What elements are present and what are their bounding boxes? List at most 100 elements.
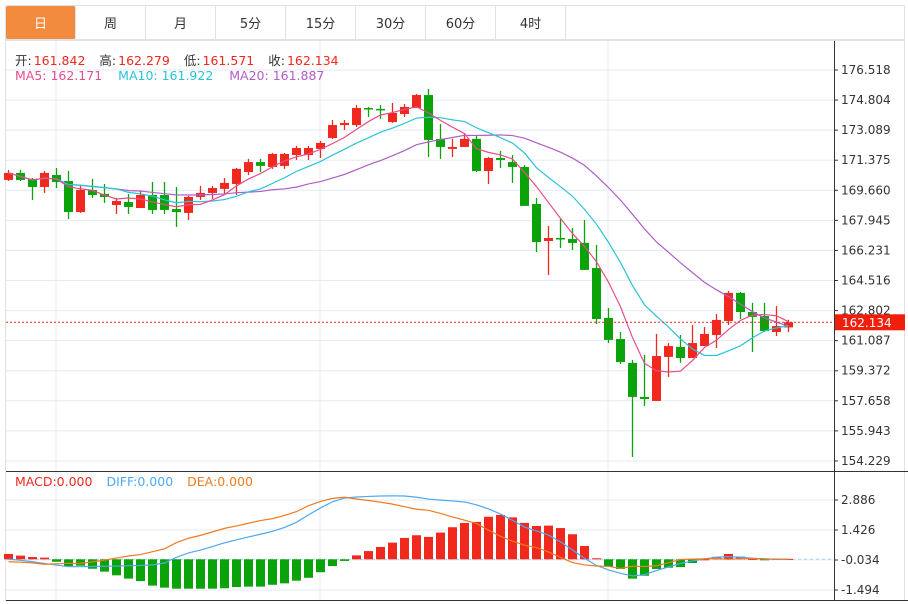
candle-body	[580, 242, 589, 270]
candle-body	[40, 172, 49, 187]
candle-body	[4, 172, 13, 180]
macd-bar	[280, 559, 289, 584]
candle-body	[592, 267, 601, 320]
macd-bar	[160, 559, 169, 588]
macd-bar	[208, 559, 217, 589]
candle-body	[508, 162, 517, 167]
candle-body	[520, 166, 529, 206]
tab-5[interactable]: 30分	[356, 6, 426, 39]
tab-4[interactable]: 15分	[286, 6, 356, 39]
macd-bar	[688, 559, 697, 563]
macd-bar	[580, 545, 589, 560]
candle-body	[724, 292, 733, 321]
candle-body	[688, 343, 697, 358]
macd-bar	[112, 559, 121, 576]
candle-body	[352, 108, 361, 126]
last-price-badge	[835, 314, 905, 331]
candle-body	[460, 138, 469, 147]
macd-bar	[772, 558, 781, 560]
macd-bar	[220, 559, 229, 589]
macd-bar	[604, 559, 613, 567]
candle-body	[16, 172, 25, 180]
tab-2[interactable]: 月	[146, 6, 216, 39]
ma-info: MA5: 162.171 MA10: 161.922 MA20: 161.887	[15, 68, 326, 83]
macd-bar	[100, 559, 109, 572]
price-tick-label: 162.802	[841, 304, 891, 318]
macd-bar	[304, 559, 313, 578]
macd-bar	[412, 535, 421, 560]
candle-body	[568, 239, 577, 243]
candle-body	[364, 108, 373, 110]
price-tick-label: 176.518	[841, 63, 891, 77]
macd-bar	[436, 532, 445, 560]
ma10-line	[8, 116, 789, 357]
macd-bar	[88, 559, 97, 569]
close-label: 收:	[268, 53, 285, 68]
candle-body	[412, 95, 421, 109]
candle-body	[340, 122, 349, 126]
macd-bar	[388, 542, 397, 560]
macd-bar	[76, 559, 85, 566]
macd-bar	[712, 556, 721, 560]
open-value: 161.842	[33, 53, 86, 68]
tab-1[interactable]: 周	[76, 6, 146, 39]
candle-body	[88, 189, 97, 196]
macd-bar	[628, 559, 637, 579]
price-tick-label: 169.660	[841, 183, 891, 197]
candle-body	[268, 153, 277, 167]
tab-0[interactable]: 日	[6, 6, 76, 39]
macd-bar	[232, 559, 241, 588]
macd-bar	[484, 516, 493, 560]
macd-info: MACD:0.000 DIFF:0.000 DEA:0.000	[15, 474, 253, 489]
ma20-value: MA20: 161.887	[229, 68, 325, 83]
price-tick-label: 159.372	[841, 364, 891, 378]
price-tick-label: 155.943	[841, 424, 891, 438]
candle-body	[148, 195, 157, 210]
candle-body	[424, 95, 433, 140]
price-tick-label: 167.945	[841, 213, 891, 227]
macd-bar	[400, 537, 409, 560]
macd-bar	[724, 553, 733, 560]
candle-body	[376, 108, 385, 111]
macd-bar	[616, 559, 625, 569]
macd-bar	[28, 557, 37, 560]
candle-body	[748, 312, 757, 317]
candle-body	[664, 346, 673, 357]
ma5-value: MA5: 162.171	[15, 68, 103, 83]
candle-body	[472, 138, 481, 171]
diff-value: DIFF:0.000	[106, 474, 174, 489]
macd-bar	[16, 555, 25, 560]
candle-body	[712, 319, 721, 335]
price-tick-label: 154.229	[841, 454, 891, 468]
ma10-value: MA10: 161.922	[118, 68, 214, 83]
candle-body	[496, 158, 505, 160]
tab-6[interactable]: 60分	[426, 6, 496, 39]
candle-body	[652, 356, 661, 401]
macd-bar	[268, 559, 277, 585]
candle-body	[676, 346, 685, 358]
candle-body	[304, 148, 313, 156]
dea-line	[8, 496, 789, 570]
candle-body	[172, 209, 181, 213]
candle-body	[220, 182, 229, 189]
candle-body	[616, 339, 625, 363]
macd-bar	[556, 528, 565, 560]
period-tabs: 日周月 5分 15分 30分 60分 4时	[5, 5, 905, 40]
macd-bar	[316, 559, 325, 573]
tab-3[interactable]: 5分	[216, 6, 286, 39]
candle-body	[100, 193, 109, 197]
price-tick-label: 161.087	[841, 334, 891, 348]
macd-tick-label: 1.426	[841, 523, 875, 537]
candle-body	[604, 317, 613, 340]
candle-body	[28, 178, 37, 187]
macd-bar	[472, 521, 481, 560]
tab-7[interactable]: 4时	[496, 6, 566, 39]
ohlc-info: 开: 161.842 高: 162.279 低: 161.571 收: 162.134	[15, 50, 341, 69]
macd-bar	[544, 525, 553, 560]
candle-body	[184, 196, 193, 213]
candle-body	[52, 175, 61, 183]
macd-tick-label: -1.494	[841, 583, 880, 597]
macd-bar	[748, 558, 757, 560]
macd-bar	[184, 559, 193, 589]
